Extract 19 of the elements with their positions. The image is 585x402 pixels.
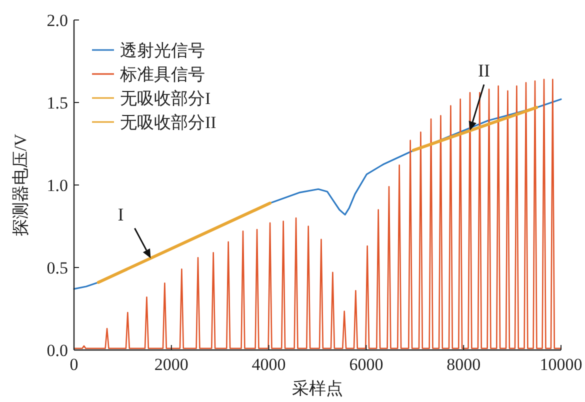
x-axis-title: 采样点 xyxy=(292,379,343,398)
legend-label: 标准具信号 xyxy=(119,65,205,84)
y-tick-label: 1.5 xyxy=(46,94,68,112)
annotation: II xyxy=(478,60,490,81)
x-tick-label: 6000 xyxy=(349,355,384,374)
y-axis-title: 探测器电压/V xyxy=(11,133,30,236)
legend-label: 无吸收部分II xyxy=(120,113,217,132)
x-tick-label: 4000 xyxy=(252,355,286,374)
legend-label: 无吸收部分I xyxy=(120,89,211,108)
y-tick-label: 2.0 xyxy=(46,11,68,30)
annotation: I xyxy=(118,204,124,224)
x-tick-label: 2000 xyxy=(154,355,188,374)
y-tick-label: 1.0 xyxy=(46,176,68,195)
x-tick-label: 10000 xyxy=(540,355,582,374)
x-tick-label: 0 xyxy=(70,355,78,374)
legend-label: 透射光信号 xyxy=(120,41,205,60)
y-tick-label: 0.0 xyxy=(46,341,68,360)
y-tick-label: 0.5 xyxy=(46,258,68,278)
x-tick-label: 8000 xyxy=(446,355,481,374)
